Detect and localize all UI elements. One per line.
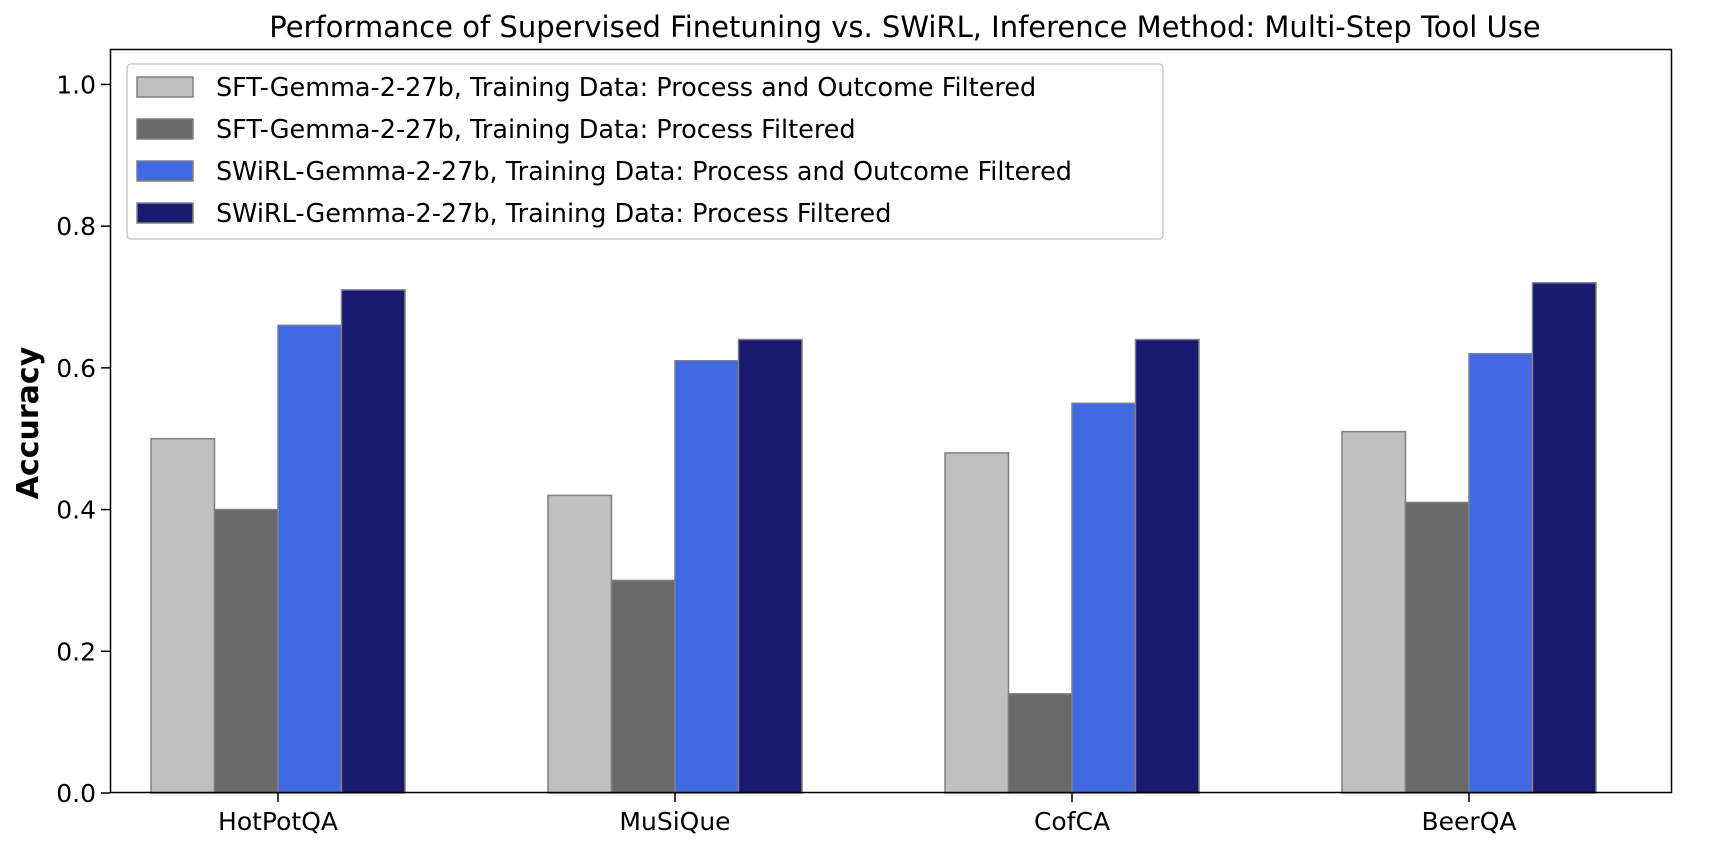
y-tick-label: 0.6: [56, 354, 96, 383]
y-tick-label: 0.4: [56, 496, 96, 525]
bar: [340, 289, 406, 794]
plot-frame: [109, 48, 1673, 794]
legend-label: SFT-Gemma-2-27b, Training Data: Process …: [216, 115, 856, 145]
bar: [944, 452, 1010, 794]
bar: [547, 494, 613, 794]
legend-label: SWiRL-Gemma-2-27b, Training Data: Proces…: [216, 199, 891, 229]
legend-label: SFT-Gemma-2-27b, Training Data: Process …: [216, 73, 1036, 103]
x-tick-label: MuSiQue: [619, 807, 730, 836]
legend-swatch: [136, 118, 194, 140]
bars-group: [150, 282, 1597, 794]
bar: [1341, 430, 1407, 794]
legend-label: SWiRL-Gemma-2-27b, Training Data: Proces…: [216, 157, 1072, 187]
x-axis: HotPotQA MuSiQue CofCA BeerQA: [218, 793, 1516, 836]
legend-box: [126, 63, 1164, 240]
bar: [277, 324, 343, 794]
legend-swatch: [136, 76, 194, 98]
bar: [213, 508, 279, 794]
bar: [1531, 282, 1597, 794]
y-tick-label: 0.8: [56, 212, 96, 241]
chart-title: Performance of Supervised Finetuning vs.…: [269, 10, 1540, 44]
y-tick-label: 0.0: [56, 779, 96, 808]
y-tick-label: 0.2: [56, 637, 96, 666]
x-tick-label: BeerQA: [1422, 807, 1517, 836]
x-tick-label: CofCA: [1034, 807, 1110, 836]
legend-swatch: [136, 160, 194, 182]
legend: SFT-Gemma-2-27b, Training Data: Process …: [126, 63, 1164, 240]
y-tick-label: 1.0: [56, 70, 96, 99]
bar: [1134, 338, 1200, 794]
bar: [1007, 693, 1073, 794]
bar: [674, 360, 740, 794]
y-axis: 0.0 0.2 0.4 0.6 0.8 1.0: [56, 70, 110, 808]
bar: [737, 338, 803, 794]
x-tick-label: HotPotQA: [218, 807, 338, 836]
bar: [1071, 402, 1137, 794]
legend-swatch: [136, 202, 194, 224]
bar: [150, 437, 216, 794]
bar: [1404, 501, 1470, 794]
y-axis-label: Accuracy: [11, 346, 46, 499]
bar: [1468, 352, 1534, 794]
bar: [610, 579, 676, 794]
